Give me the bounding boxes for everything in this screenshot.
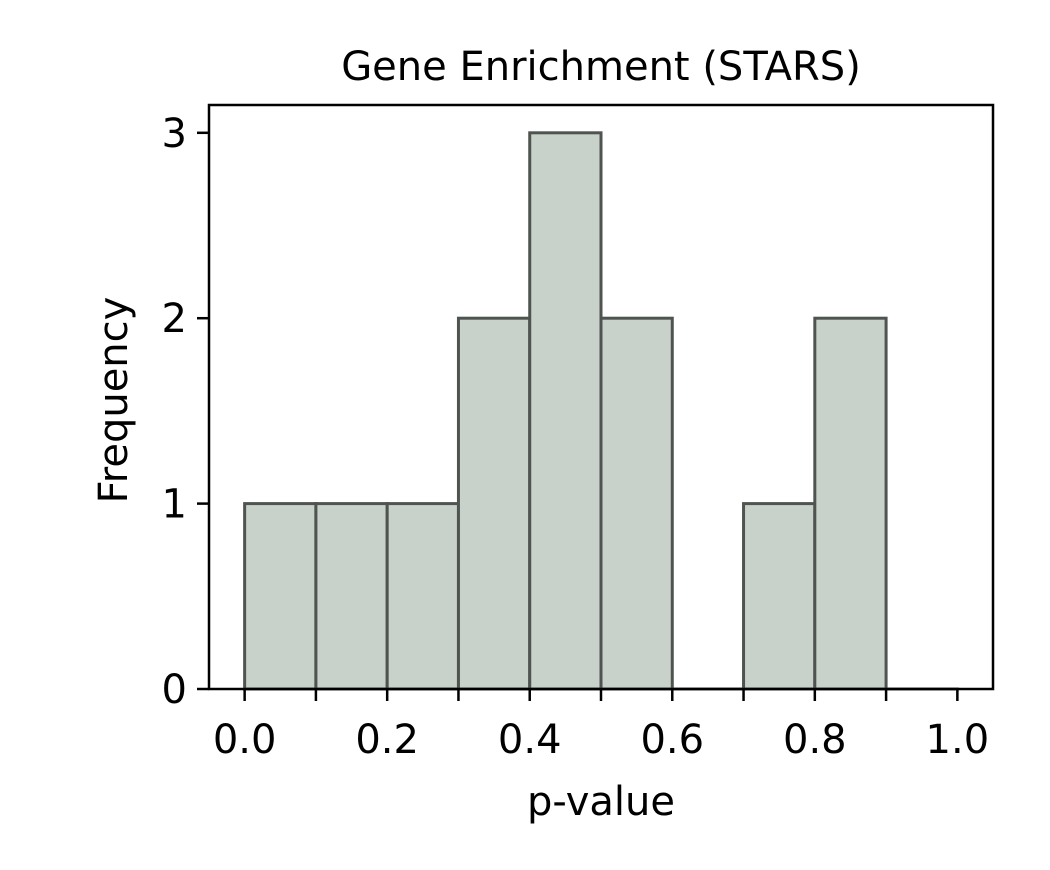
- x-tick-label: 0.8: [783, 717, 847, 763]
- bars-group: [243, 131, 959, 691]
- histogram-bar: [243, 502, 318, 691]
- y-axis-ticks: 0 1 2 3: [162, 111, 209, 713]
- histogram-bar: [599, 316, 674, 691]
- y-axis-label: Frequency: [91, 297, 137, 504]
- x-tick-label: 0.0: [213, 717, 277, 763]
- histogram-bar: [314, 502, 389, 691]
- y-tick-label: 1: [162, 482, 187, 528]
- histogram-bar: [456, 316, 532, 691]
- chart-title: Gene Enrichment (STARS): [341, 44, 861, 90]
- histogram-bar: [742, 502, 817, 691]
- x-tick-label: 0.2: [355, 717, 419, 763]
- histogram-bar: [813, 316, 888, 691]
- y-tick-label: 2: [162, 296, 187, 342]
- x-axis-ticks: 0.0 0.2 0.4 0.6 0.8 1.0: [213, 689, 989, 763]
- x-tick-label: 0.4: [498, 717, 562, 763]
- x-tick-label: 1.0: [926, 717, 990, 763]
- histogram-bar: [528, 131, 603, 691]
- y-tick-label: 3: [162, 111, 187, 157]
- histogram-bar: [385, 502, 460, 691]
- y-tick-label: 0: [162, 667, 187, 713]
- x-axis-label: p-value: [527, 779, 675, 825]
- x-tick-label: 0.6: [640, 717, 704, 763]
